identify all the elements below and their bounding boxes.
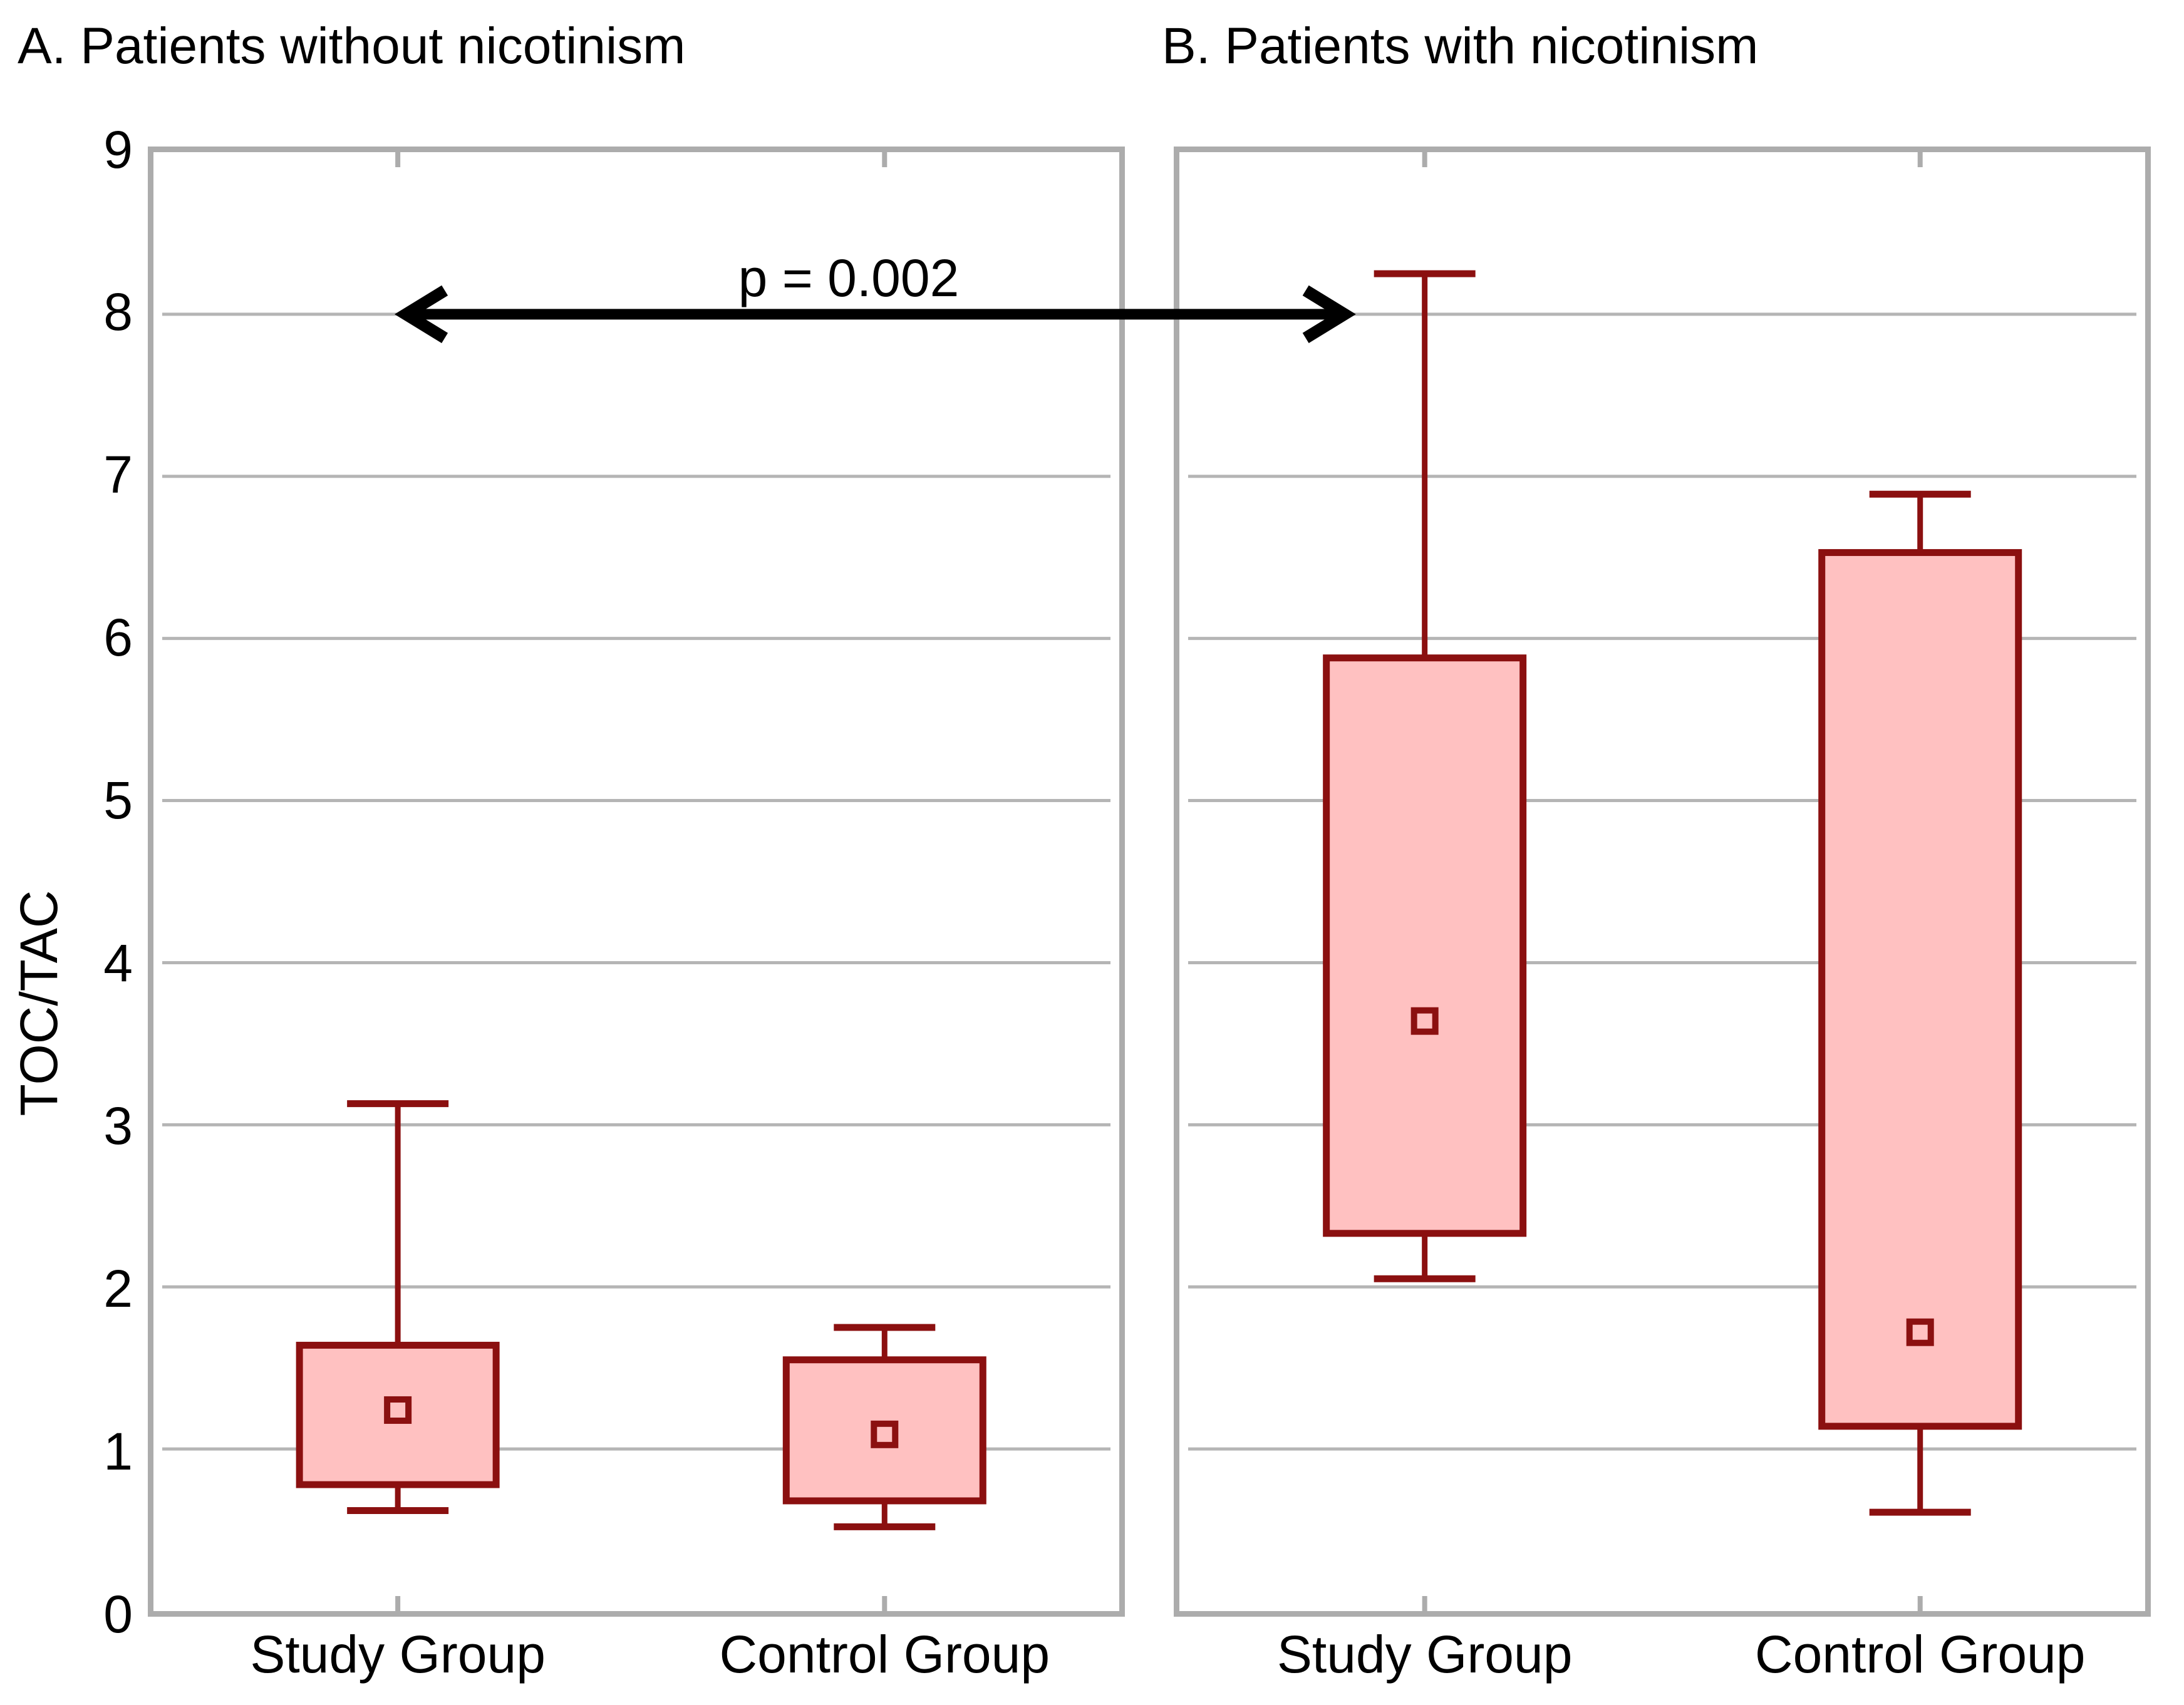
panel-b-control-group-mean-marker xyxy=(1906,1318,1934,1346)
panel-a-x-label-study-group: Study Group xyxy=(250,1625,546,1684)
panel-b-x-label-control-group: Control Group xyxy=(1754,1625,2086,1684)
panel-a-title: A. Patients without nicotinism xyxy=(18,18,686,75)
y-tick-label-4: 4 xyxy=(103,933,133,992)
y-tick-label-8: 8 xyxy=(103,282,133,342)
y-tick-label-9: 9 xyxy=(103,120,133,179)
panel-b-study-group-mean-marker xyxy=(1410,1007,1439,1035)
panel-b-title: B. Patients with nicotinism xyxy=(1162,18,1759,75)
p-value-annotation: p = 0.002 xyxy=(738,249,960,307)
panel-a-control-group-mean-marker xyxy=(871,1420,899,1448)
panel-a-plot-area xyxy=(148,147,1125,1617)
y-tick-label-1: 1 xyxy=(103,1421,133,1481)
panel-a-study-group-mean-marker xyxy=(384,1396,412,1424)
y-tick-label-2: 2 xyxy=(103,1259,133,1318)
panel-b-study-group-box xyxy=(1323,654,1527,1237)
y-tick-label-6: 6 xyxy=(103,608,133,667)
y-tick-label-3: 3 xyxy=(103,1096,133,1155)
y-tick-label-0: 0 xyxy=(103,1584,133,1644)
panel-a-boxplot xyxy=(162,152,1110,1611)
y-tick-label-7: 7 xyxy=(103,445,133,505)
panel-b-plot-area xyxy=(1174,147,2151,1617)
y-tick-label-5: 5 xyxy=(103,771,133,830)
panel-a-x-label-control-group: Control Group xyxy=(719,1625,1050,1684)
panel-b-control-group-box xyxy=(1818,549,2022,1430)
panel-b-boxplot xyxy=(1188,152,2136,1611)
panel-b-x-label-study-group: Study Group xyxy=(1276,1625,1573,1684)
